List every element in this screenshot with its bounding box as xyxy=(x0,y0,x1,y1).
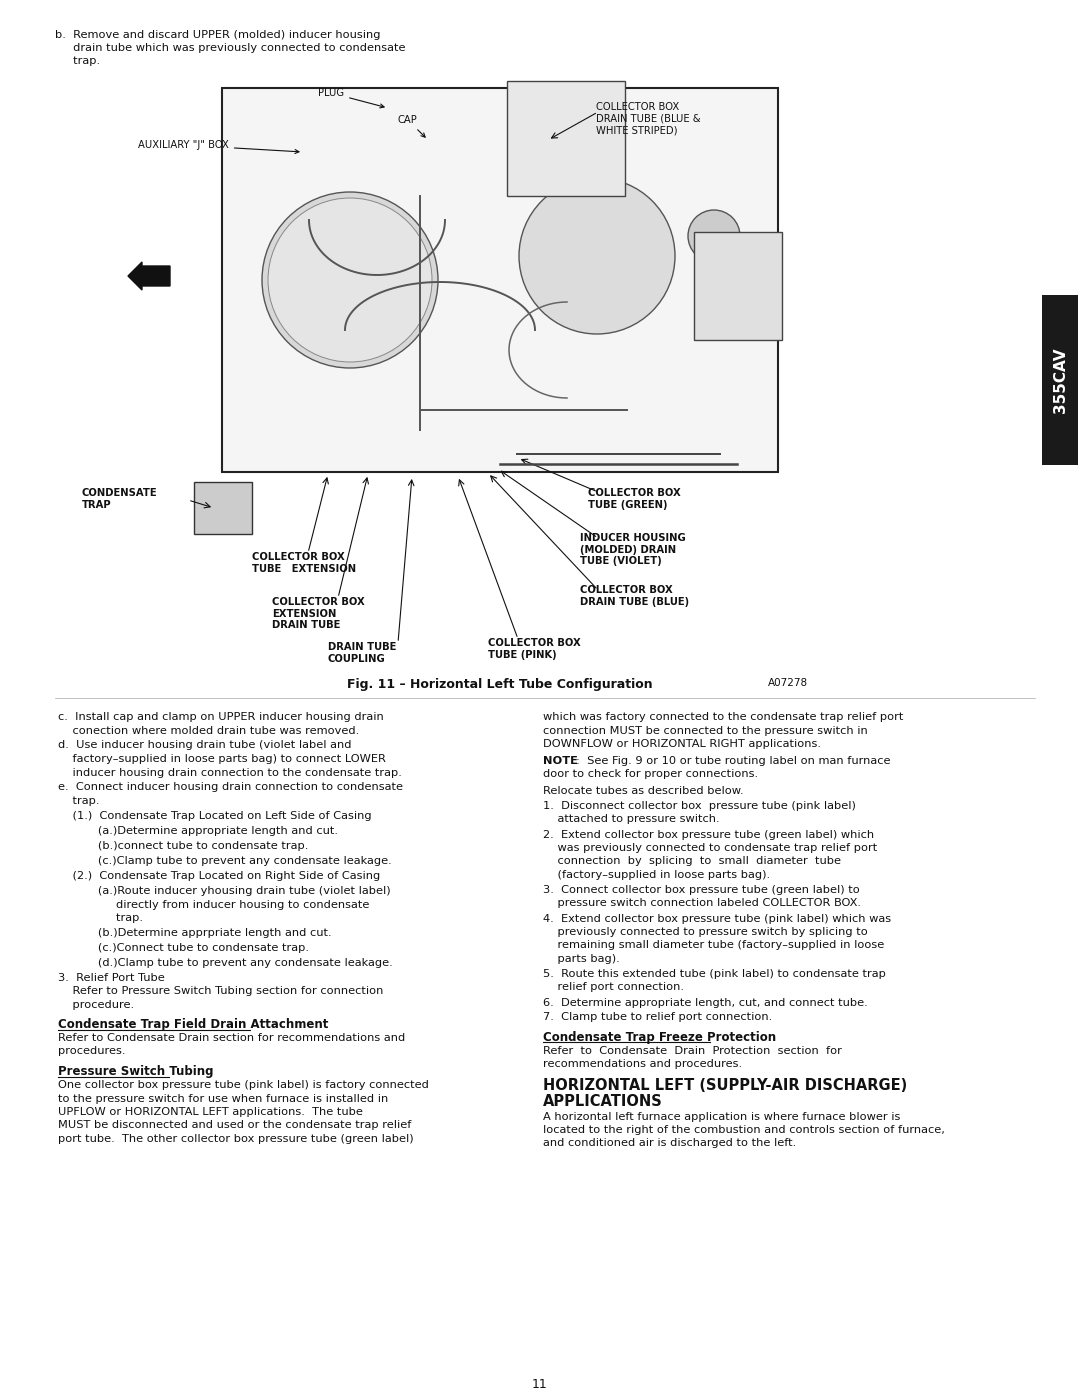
Text: UPFLOW or HORIZONTAL LEFT applications.  The tube: UPFLOW or HORIZONTAL LEFT applications. … xyxy=(58,1106,363,1118)
Text: COLLECTOR BOX
TUBE (PINK): COLLECTOR BOX TUBE (PINK) xyxy=(488,638,581,659)
Text: (c.)Clamp tube to prevent any condensate leakage.: (c.)Clamp tube to prevent any condensate… xyxy=(58,856,392,866)
Text: COLLECTOR BOX
DRAIN TUBE (BLUE): COLLECTOR BOX DRAIN TUBE (BLUE) xyxy=(580,585,689,606)
Text: HORIZONTAL LEFT (SUPPLY-AIR DISCHARGE): HORIZONTAL LEFT (SUPPLY-AIR DISCHARGE) xyxy=(543,1077,907,1092)
Text: A07278: A07278 xyxy=(768,678,808,687)
Circle shape xyxy=(519,177,675,334)
Text: Condensate Trap Freeze Protection: Condensate Trap Freeze Protection xyxy=(543,1031,777,1044)
Text: parts bag).: parts bag). xyxy=(543,954,620,964)
Circle shape xyxy=(262,191,438,367)
Text: (a.)Route inducer yhousing drain tube (violet label): (a.)Route inducer yhousing drain tube (v… xyxy=(58,886,391,895)
Text: which was factory connected to the condensate trap relief port: which was factory connected to the conde… xyxy=(543,712,903,722)
Text: 5.  Route this extended tube (pink label) to condensate trap: 5. Route this extended tube (pink label)… xyxy=(543,970,886,979)
Text: to the pressure switch for use when furnace is installed in: to the pressure switch for use when furn… xyxy=(58,1094,388,1104)
Text: CAP: CAP xyxy=(399,115,426,137)
Text: INDUCER HOUSING
(MOLDED) DRAIN
TUBE (VIOLET): INDUCER HOUSING (MOLDED) DRAIN TUBE (VIO… xyxy=(580,534,686,566)
Text: MUST be disconnected and used or the condensate trap relief: MUST be disconnected and used or the con… xyxy=(58,1120,411,1130)
Text: d.  Use inducer housing drain tube (violet label and: d. Use inducer housing drain tube (viole… xyxy=(58,740,351,750)
Text: COLLECTOR BOX
TUBE (GREEN): COLLECTOR BOX TUBE (GREEN) xyxy=(588,488,680,510)
Text: PLUG: PLUG xyxy=(318,88,384,108)
Text: 11: 11 xyxy=(532,1377,548,1391)
Text: 1.  Disconnect collector box  pressure tube (pink label): 1. Disconnect collector box pressure tub… xyxy=(543,800,855,812)
Circle shape xyxy=(688,210,740,263)
Text: connection  by  splicing  to  small  diameter  tube: connection by splicing to small diameter… xyxy=(543,856,841,866)
Bar xyxy=(194,482,252,534)
Text: b.  Remove and discard UPPER (molded) inducer housing: b. Remove and discard UPPER (molded) ind… xyxy=(55,29,380,41)
Bar xyxy=(694,232,782,339)
Circle shape xyxy=(268,198,432,362)
Text: COLLECTOR BOX
DRAIN TUBE (BLUE &
WHITE STRIPED): COLLECTOR BOX DRAIN TUBE (BLUE & WHITE S… xyxy=(596,102,701,136)
Text: 3.  Connect collector box pressure tube (green label) to: 3. Connect collector box pressure tube (… xyxy=(543,886,860,895)
Bar xyxy=(1042,295,1078,465)
Text: directly from inducer housing to condensate: directly from inducer housing to condens… xyxy=(58,900,369,909)
Text: Refer to Pressure Switch Tubing section for connection: Refer to Pressure Switch Tubing section … xyxy=(58,986,383,996)
Text: DOWNFLOW or HORIZONTAL RIGHT applications.: DOWNFLOW or HORIZONTAL RIGHT application… xyxy=(543,739,821,749)
Text: drain tube which was previously connected to condensate: drain tube which was previously connecte… xyxy=(55,43,405,53)
Text: connection MUST be connected to the pressure switch in: connection MUST be connected to the pres… xyxy=(543,725,867,735)
Text: Pressure Switch Tubing: Pressure Switch Tubing xyxy=(58,1065,214,1078)
Text: (2.)  Condensate Trap Located on Right Side of Casing: (2.) Condensate Trap Located on Right Si… xyxy=(58,870,380,882)
Text: trap.: trap. xyxy=(58,914,143,923)
Text: (1.)  Condensate Trap Located on Left Side of Casing: (1.) Condensate Trap Located on Left Sid… xyxy=(58,812,372,821)
Text: Condensate Trap Field Drain Attachment: Condensate Trap Field Drain Attachment xyxy=(58,1018,328,1031)
Text: and conditioned air is discharged to the left.: and conditioned air is discharged to the… xyxy=(543,1139,796,1148)
Text: NOTE: NOTE xyxy=(543,756,578,766)
Text: (b.)Determine apprpriate length and cut.: (b.)Determine apprpriate length and cut. xyxy=(58,928,332,937)
Text: COLLECTOR BOX
EXTENSION
DRAIN TUBE: COLLECTOR BOX EXTENSION DRAIN TUBE xyxy=(272,597,365,630)
Text: (a.)Determine appropriate length and cut.: (a.)Determine appropriate length and cut… xyxy=(58,826,338,835)
Bar xyxy=(507,81,625,196)
Text: remaining small diameter tube (factory–supplied in loose: remaining small diameter tube (factory–s… xyxy=(543,940,885,950)
Text: attached to pressure switch.: attached to pressure switch. xyxy=(543,814,719,824)
Text: was previously connected to condensate trap relief port: was previously connected to condensate t… xyxy=(543,842,877,854)
Text: (c.)Connect tube to condensate trap.: (c.)Connect tube to condensate trap. xyxy=(58,943,309,953)
Bar xyxy=(222,88,778,472)
Text: 6.  Determine appropriate length, cut, and connect tube.: 6. Determine appropriate length, cut, an… xyxy=(543,997,867,1007)
Text: procedure.: procedure. xyxy=(58,1000,134,1010)
Text: (b.)connect tube to condensate trap.: (b.)connect tube to condensate trap. xyxy=(58,841,309,851)
Text: 3.  Relief Port Tube: 3. Relief Port Tube xyxy=(58,972,165,983)
Text: Refer  to  Condensate  Drain  Protection  section  for: Refer to Condensate Drain Protection sec… xyxy=(543,1045,842,1056)
Text: procedures.: procedures. xyxy=(58,1046,125,1056)
Text: Refer to Condensate Drain section for recommendations and: Refer to Condensate Drain section for re… xyxy=(58,1032,405,1044)
Text: COLLECTOR BOX
TUBE   EXTENSION: COLLECTOR BOX TUBE EXTENSION xyxy=(252,552,356,574)
Text: door to check for proper connections.: door to check for proper connections. xyxy=(543,768,758,780)
Text: trap.: trap. xyxy=(55,56,100,66)
Text: recommendations and procedures.: recommendations and procedures. xyxy=(543,1059,742,1069)
Text: AUXILIARY "J" BOX: AUXILIARY "J" BOX xyxy=(138,140,299,154)
Text: located to the right of the combustion and controls section of furnace,: located to the right of the combustion a… xyxy=(543,1125,945,1134)
Text: Fig. 11 – Horizontal Left Tube Configuration: Fig. 11 – Horizontal Left Tube Configura… xyxy=(347,678,652,692)
Text: 355CAV: 355CAV xyxy=(1053,348,1067,412)
Text: 2.  Extend collector box pressure tube (green label) which: 2. Extend collector box pressure tube (g… xyxy=(543,830,874,840)
Text: A horizontal left furnace application is where furnace blower is: A horizontal left furnace application is… xyxy=(543,1112,901,1122)
Text: 7.  Clamp tube to relief port connection.: 7. Clamp tube to relief port connection. xyxy=(543,1013,772,1023)
Text: One collector box pressure tube (pink label) is factory connected: One collector box pressure tube (pink la… xyxy=(58,1080,429,1090)
Text: DRAIN TUBE
COUPLING: DRAIN TUBE COUPLING xyxy=(328,643,396,664)
Text: trap.: trap. xyxy=(58,796,99,806)
Text: e.  Connect inducer housing drain connection to condensate: e. Connect inducer housing drain connect… xyxy=(58,782,403,792)
Text: :  See Fig. 9 or 10 or tube routing label on man furnace: : See Fig. 9 or 10 or tube routing label… xyxy=(576,756,891,766)
Text: (factory–supplied in loose parts bag).: (factory–supplied in loose parts bag). xyxy=(543,870,770,880)
Text: factory–supplied in loose parts bag) to connect LOWER: factory–supplied in loose parts bag) to … xyxy=(58,754,386,764)
Text: c.  Install cap and clamp on UPPER inducer housing drain: c. Install cap and clamp on UPPER induce… xyxy=(58,712,383,722)
Text: APPLICATIONS: APPLICATIONS xyxy=(543,1094,663,1108)
Text: pressure switch connection labeled COLLECTOR BOX.: pressure switch connection labeled COLLE… xyxy=(543,898,861,908)
Text: inducer housing drain connection to the condensate trap.: inducer housing drain connection to the … xyxy=(58,767,402,778)
Text: port tube.  The other collector box pressure tube (green label): port tube. The other collector box press… xyxy=(58,1134,414,1144)
Text: CONDENSATE
TRAP: CONDENSATE TRAP xyxy=(82,488,158,510)
Text: previously connected to pressure switch by splicing to: previously connected to pressure switch … xyxy=(543,928,867,937)
Text: 4.  Extend collector box pressure tube (pink label) which was: 4. Extend collector box pressure tube (p… xyxy=(543,914,891,923)
Text: Relocate tubes as described below.: Relocate tubes as described below. xyxy=(543,785,744,795)
Text: relief port connection.: relief port connection. xyxy=(543,982,684,992)
Text: conection where molded drain tube was removed.: conection where molded drain tube was re… xyxy=(58,725,360,735)
FancyArrow shape xyxy=(129,263,170,291)
Text: (d.)Clamp tube to prevent any condensate leakage.: (d.)Clamp tube to prevent any condensate… xyxy=(58,958,393,968)
